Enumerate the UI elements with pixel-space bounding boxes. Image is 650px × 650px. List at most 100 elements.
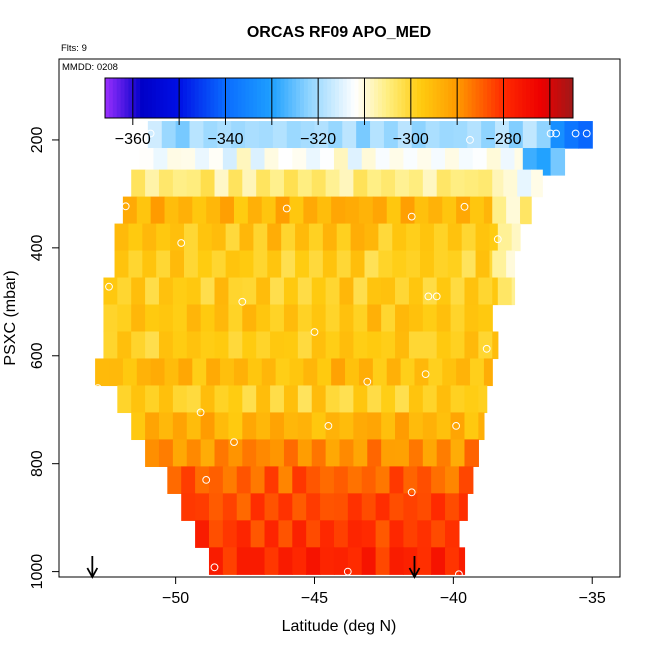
- heat-cell: [389, 520, 404, 548]
- colorbar-swatch: [190, 78, 196, 118]
- heat-cell: [347, 148, 363, 176]
- heat-cell: [353, 169, 368, 198]
- heat-cell: [131, 277, 146, 306]
- colorbar-swatch: [463, 78, 469, 118]
- x-tick-label: −40: [440, 590, 467, 607]
- sample-point: [282, 204, 291, 213]
- heat-cell: [453, 121, 468, 149]
- heat-cell: [222, 466, 238, 494]
- heat-cell: [278, 493, 293, 521]
- heat-cell: [367, 412, 382, 441]
- heat-cell: [381, 304, 396, 333]
- heat-cell: [367, 385, 382, 414]
- sample-point: [363, 377, 372, 386]
- sample-point: [407, 212, 416, 221]
- heat-cell: [200, 385, 216, 414]
- heat-cell: [242, 331, 257, 360]
- heat-cell: [311, 439, 327, 467]
- heat-cell: [464, 331, 479, 360]
- heat-cell: [306, 148, 321, 176]
- heat-cell: [339, 169, 354, 198]
- heat-cell: [306, 493, 321, 521]
- heat-cell: [445, 520, 460, 548]
- colorbar-swatch: [319, 78, 324, 118]
- heat-cell: [406, 250, 421, 279]
- heat-cell: [256, 439, 271, 467]
- heat-cell: [320, 148, 335, 176]
- heat-cell: [231, 121, 246, 149]
- heat-cell: [161, 121, 177, 149]
- heat-cell: [381, 277, 396, 306]
- heat-cell: [381, 385, 396, 414]
- heat-cell: [220, 358, 235, 387]
- heat-cell: [436, 385, 452, 414]
- heat-cell: [364, 250, 379, 279]
- heat-cell: [203, 121, 218, 149]
- heat-cell: [156, 250, 171, 279]
- heat-cell: [339, 439, 354, 467]
- sample-point: [432, 292, 441, 301]
- heat-cell: [200, 412, 216, 441]
- heat-cell: [375, 466, 391, 494]
- heat-cell: [136, 358, 152, 387]
- heat-cell: [270, 439, 285, 467]
- heat-cell: [320, 493, 335, 521]
- heat-cell: [289, 358, 304, 387]
- heat-cell: [450, 169, 466, 198]
- heat-cell: [292, 493, 307, 521]
- colorbar-swatch: [549, 78, 554, 118]
- colorbar-tick-label: −340: [207, 131, 243, 148]
- heat-cell: [214, 439, 230, 467]
- heat-cell: [178, 196, 193, 225]
- heat-cell: [233, 196, 249, 225]
- heat-cell: [195, 520, 210, 548]
- heat-cell: [297, 412, 313, 441]
- heat-cell: [353, 412, 368, 441]
- heat-cell: [389, 466, 404, 494]
- sample-point: [196, 408, 205, 417]
- heat-cell: [325, 385, 341, 414]
- heat-cell: [228, 412, 243, 441]
- heat-cell: [186, 304, 202, 333]
- heat-cell: [153, 148, 168, 176]
- heat-cell: [292, 520, 307, 548]
- heat-cell: [181, 466, 196, 494]
- colorbar-swatch: [506, 78, 512, 118]
- heat-cell: [336, 223, 352, 252]
- y-tick-label: 600: [29, 342, 46, 369]
- heat-cell: [436, 439, 452, 467]
- heat-cell: [292, 148, 307, 176]
- heat-cell: [222, 493, 238, 521]
- heat-cell: [461, 250, 477, 279]
- heat-cell: [333, 520, 349, 548]
- colorbar-swatch: [327, 78, 332, 118]
- heat-cell: [458, 466, 474, 494]
- colorbar-swatch: [307, 78, 313, 118]
- heat-cell: [422, 331, 438, 360]
- heat-cell: [281, 250, 296, 279]
- heat-cell: [464, 169, 479, 198]
- heat-cell: [264, 148, 279, 176]
- heat-cell: [422, 385, 438, 414]
- heat-cell: [256, 169, 271, 198]
- heat-cell: [447, 223, 463, 252]
- heat-cell: [117, 277, 132, 306]
- heat-cell: [236, 493, 252, 521]
- colorbar-swatch: [378, 78, 383, 118]
- colorbar-swatch: [229, 78, 235, 118]
- heat-cell: [353, 331, 368, 360]
- heat-cell: [358, 196, 374, 225]
- heat-cell: [281, 223, 296, 252]
- heat-cell: [333, 148, 349, 176]
- heat-cell: [500, 148, 516, 176]
- colorbar-swatch: [557, 78, 562, 118]
- y-axis: 200 400 600 800 1000: [29, 126, 59, 589]
- heat-cell: [436, 304, 452, 333]
- heat-cell: [431, 520, 446, 548]
- sample-point: [230, 438, 238, 447]
- heat-cell: [492, 331, 499, 360]
- colorbar-swatch: [397, 78, 402, 118]
- colorbar-swatch: [491, 78, 496, 118]
- heat-cell: [158, 439, 174, 467]
- heat-cell: [458, 148, 474, 176]
